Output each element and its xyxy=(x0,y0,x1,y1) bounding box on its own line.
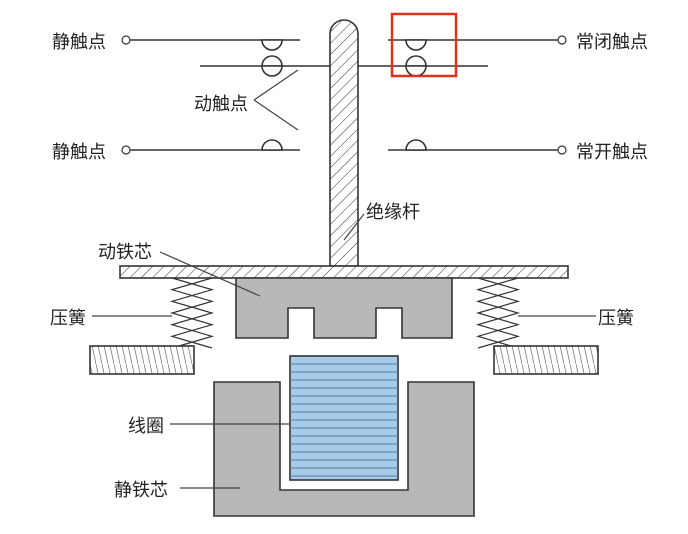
label-moving-core: 动铁芯 xyxy=(98,238,152,264)
label-static-core: 静铁芯 xyxy=(114,476,168,502)
diagram-svg xyxy=(0,0,688,534)
label-spring-left: 压簧 xyxy=(50,304,86,330)
label-nc-contact: 常闭触点 xyxy=(576,28,648,54)
label-coil: 线圈 xyxy=(128,412,164,438)
contactor-diagram: 静触点 常闭触点 动触点 静触点 常开触点 绝缘杆 动铁芯 压簧 压簧 线圈 静… xyxy=(0,0,688,534)
label-static-contact-top-left: 静触点 xyxy=(52,28,106,54)
label-static-contact-bottom-left: 静触点 xyxy=(52,138,106,164)
label-insulating-rod: 绝缘杆 xyxy=(366,198,420,224)
label-moving-contact: 动触点 xyxy=(194,90,248,116)
label-spring-right: 压簧 xyxy=(598,304,634,330)
label-no-contact: 常开触点 xyxy=(576,138,648,164)
